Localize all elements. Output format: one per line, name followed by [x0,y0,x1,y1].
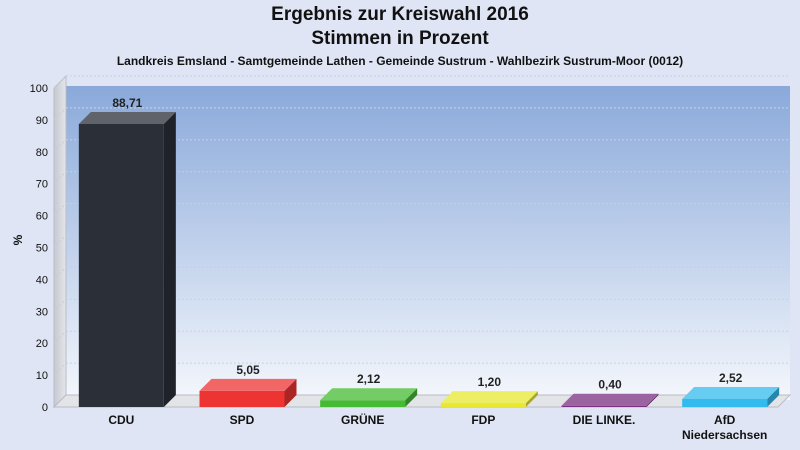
x-tick-label: DIE LINKE. [573,413,636,427]
bar [320,400,406,407]
gridline-side [53,330,67,344]
bar [199,390,285,407]
y-tick-label: 50 [36,243,48,255]
bar-side [284,378,297,407]
chart-title: Ergebnis zur Kreiswahl 2016 [271,4,529,25]
y-tick-label: 20 [36,338,48,350]
data-label: 0,40 [598,378,622,392]
y-tick-label: 40 [36,274,48,286]
gridline-side [53,139,67,153]
gridline-side [53,298,67,312]
y-tick-label: 10 [36,370,48,382]
data-label: 2,12 [357,372,381,386]
gridline-side [53,75,67,89]
bar-side [405,388,418,407]
x-tick-label: Niedersachsen [682,428,767,442]
x-tick-label: FDP [471,413,495,427]
bar-side [525,391,538,407]
bar-top [682,386,780,399]
gridline-side [53,107,67,121]
gridline-side [53,362,67,376]
y-axis-label: % [11,234,25,245]
y-tick-label: 30 [36,306,48,318]
y-tick-label: 90 [36,115,48,127]
gridline-side [53,235,67,248]
x-tick-label: CDU [108,413,134,427]
x-tick-label: GRÜNE [341,412,384,427]
data-label: 5,05 [236,363,260,377]
bars-layer [78,112,780,407]
chart-title-line2: Stimmen in Prozent [311,28,489,49]
y-tick-label: 80 [36,147,48,159]
y-tick-label: 100 [30,83,48,95]
bar [78,124,164,407]
x-tick-label: AfD [714,413,736,427]
data-label: 88,71 [112,96,142,110]
bar-top [78,112,176,125]
data-label: 1,20 [478,375,502,389]
y-tick-label: 60 [36,211,48,223]
bar-top [561,393,659,406]
y-tick-label: 0 [42,402,48,414]
bar-top [440,391,538,404]
bar-top [199,378,297,391]
gridline-side [53,267,67,280]
gridline-side [53,171,67,185]
bar [440,403,526,407]
data-label: 2,52 [719,371,743,385]
bar-top [320,388,418,401]
chart-subtitle: Landkreis Emsland - Samtgemeinde Lathen … [116,54,684,68]
bar [561,405,647,407]
bar-side [646,393,659,407]
bar-side [767,386,780,407]
y-tick-label: 70 [36,179,48,191]
x-tick-label: SPD [230,413,255,427]
bar [682,398,768,407]
plot-background [66,86,790,400]
labels-layer: 0 10 20 30 40 50 60 70 80 90 100% 88,71 CDU 5,05 SPD 2,… [11,83,767,442]
gridline-side [53,203,67,216]
bar-side [163,112,176,407]
